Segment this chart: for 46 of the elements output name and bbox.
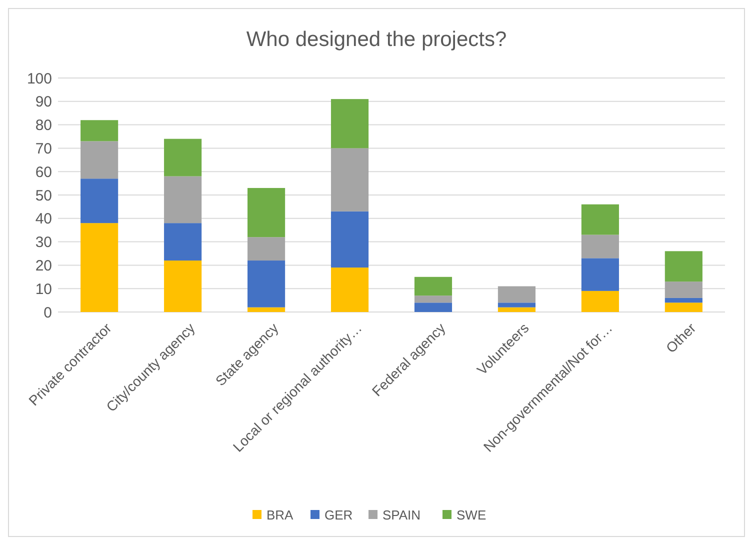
- bar: [414, 276, 452, 296]
- bar: [80, 120, 118, 142]
- bar: [330, 99, 369, 148]
- y-tick-label: 70: [35, 140, 52, 158]
- bar: [164, 138, 202, 176]
- legend-label: SWE: [456, 508, 486, 523]
- bar: [498, 307, 536, 312]
- bar: [80, 178, 118, 224]
- bar: [80, 223, 118, 312]
- bar: [80, 141, 118, 179]
- bar: [498, 302, 536, 308]
- bar: [498, 286, 536, 303]
- bar: [330, 268, 369, 312]
- y-tick-label: 40: [35, 210, 52, 228]
- y-tick-label: 30: [35, 234, 52, 252]
- bar: [164, 223, 202, 261]
- bar: [330, 211, 369, 268]
- y-tick-label: 80: [35, 117, 52, 134]
- bar: [581, 204, 619, 235]
- bar: [581, 290, 619, 312]
- bar: [664, 302, 702, 312]
- bar: [248, 307, 286, 312]
- bar: [164, 260, 202, 312]
- legend-label: SPAIN: [382, 508, 421, 523]
- y-tick-label: 60: [35, 164, 52, 181]
- bar: [581, 234, 619, 258]
- bar: [414, 296, 452, 303]
- bar: [248, 237, 286, 261]
- y-tick-label: 10: [35, 280, 52, 298]
- bar: [664, 282, 702, 298]
- legend-label: BRA: [266, 508, 294, 523]
- y-tick-label: 50: [35, 187, 52, 204]
- bar: [164, 176, 202, 224]
- bar: [664, 251, 702, 282]
- y-tick-label: 100: [26, 70, 52, 88]
- chart-title: Who designed the projects?: [246, 28, 507, 51]
- bar: [330, 148, 369, 212]
- y-tick-label: 0: [44, 304, 52, 322]
- y-tick-label: 20: [35, 257, 52, 274]
- bar: [664, 298, 702, 303]
- legend-label: GER: [324, 508, 353, 523]
- bar: [581, 258, 619, 291]
- bar: [248, 260, 286, 308]
- y-tick-label: 90: [35, 94, 52, 111]
- bar: [248, 188, 286, 238]
- bar: [414, 302, 452, 312]
